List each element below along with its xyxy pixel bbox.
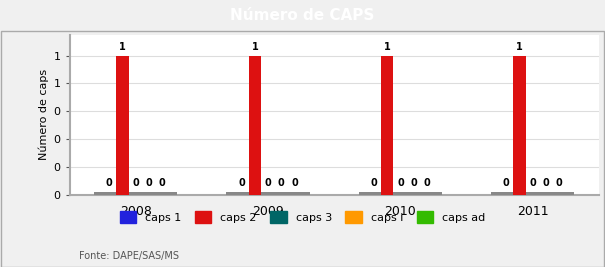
Text: 0: 0 [410, 178, 417, 188]
Bar [116, 56, 129, 195]
Bar [381, 56, 393, 195]
Text: 0: 0 [132, 178, 139, 188]
Text: 1: 1 [516, 42, 523, 52]
Text: 0: 0 [503, 178, 509, 188]
Text: 0: 0 [424, 178, 430, 188]
Text: 0: 0 [397, 178, 404, 188]
Text: Número de CAPS: Número de CAPS [231, 8, 374, 23]
Text: 0: 0 [146, 178, 152, 188]
Bar [249, 56, 261, 195]
Bar [94, 192, 177, 195]
Text: 0: 0 [529, 178, 536, 188]
Text: 0: 0 [238, 178, 245, 188]
Text: 1: 1 [384, 42, 391, 52]
Bar [359, 192, 442, 195]
Text: 0: 0 [278, 178, 285, 188]
Legend: caps 1, caps 2, caps 3, caps i, caps ad: caps 1, caps 2, caps 3, caps i, caps ad [120, 211, 485, 223]
Text: 0: 0 [556, 178, 563, 188]
Text: 0: 0 [265, 178, 272, 188]
Bar [514, 56, 526, 195]
Text: 1: 1 [119, 42, 126, 52]
Text: 0: 0 [543, 178, 549, 188]
Bar [491, 192, 575, 195]
Bar [226, 192, 310, 195]
Text: Fonte: DAPE/SAS/MS: Fonte: DAPE/SAS/MS [79, 251, 178, 261]
Text: 0: 0 [159, 178, 166, 188]
Text: 0: 0 [106, 178, 113, 188]
Text: 0: 0 [371, 178, 378, 188]
Text: 0: 0 [291, 178, 298, 188]
Text: 1: 1 [252, 42, 258, 52]
Y-axis label: Número de caps: Número de caps [39, 69, 50, 160]
